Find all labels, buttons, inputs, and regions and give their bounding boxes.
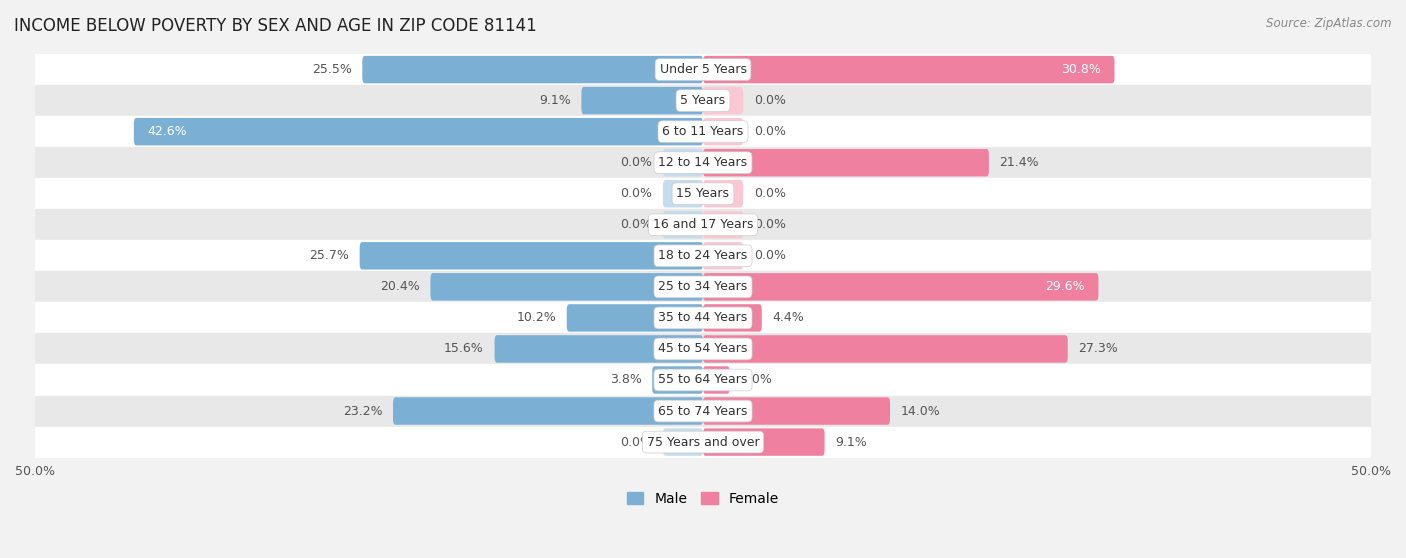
Text: 0.0%: 0.0% — [754, 125, 786, 138]
FancyBboxPatch shape — [703, 429, 824, 456]
Text: 5 Years: 5 Years — [681, 94, 725, 107]
FancyBboxPatch shape — [703, 335, 1067, 363]
Text: 0.0%: 0.0% — [620, 218, 652, 231]
Bar — [35, 271, 1371, 302]
Text: 27.3%: 27.3% — [1078, 343, 1118, 355]
Bar — [35, 54, 1371, 85]
Text: 30.8%: 30.8% — [1062, 63, 1101, 76]
Text: 15.6%: 15.6% — [444, 343, 484, 355]
Text: 0.0%: 0.0% — [620, 436, 652, 449]
Bar — [35, 240, 1371, 271]
FancyBboxPatch shape — [703, 149, 988, 176]
FancyBboxPatch shape — [652, 366, 703, 394]
FancyBboxPatch shape — [363, 56, 703, 83]
Text: 18 to 24 Years: 18 to 24 Years — [658, 249, 748, 262]
FancyBboxPatch shape — [495, 335, 703, 363]
Bar — [35, 209, 1371, 240]
Bar — [35, 85, 1371, 116]
Text: 42.6%: 42.6% — [148, 125, 187, 138]
FancyBboxPatch shape — [703, 87, 744, 114]
FancyBboxPatch shape — [582, 87, 703, 114]
FancyBboxPatch shape — [703, 242, 744, 270]
Text: INCOME BELOW POVERTY BY SEX AND AGE IN ZIP CODE 81141: INCOME BELOW POVERTY BY SEX AND AGE IN Z… — [14, 17, 537, 35]
Bar — [35, 334, 1371, 364]
FancyBboxPatch shape — [430, 273, 703, 301]
Text: 25 to 34 Years: 25 to 34 Years — [658, 280, 748, 294]
Bar — [35, 147, 1371, 178]
Text: Under 5 Years: Under 5 Years — [659, 63, 747, 76]
Text: 12 to 14 Years: 12 to 14 Years — [658, 156, 748, 169]
Text: 25.7%: 25.7% — [309, 249, 349, 262]
Text: 20.4%: 20.4% — [380, 280, 420, 294]
Text: 3.8%: 3.8% — [610, 373, 641, 387]
Text: 55 to 64 Years: 55 to 64 Years — [658, 373, 748, 387]
Text: 6 to 11 Years: 6 to 11 Years — [662, 125, 744, 138]
FancyBboxPatch shape — [662, 180, 703, 208]
Bar — [35, 364, 1371, 396]
Text: 4.4%: 4.4% — [772, 311, 804, 324]
FancyBboxPatch shape — [394, 397, 703, 425]
Bar — [35, 302, 1371, 334]
Text: 45 to 54 Years: 45 to 54 Years — [658, 343, 748, 355]
Text: 0.0%: 0.0% — [620, 187, 652, 200]
Text: 9.1%: 9.1% — [538, 94, 571, 107]
Legend: Male, Female: Male, Female — [621, 486, 785, 511]
Text: Source: ZipAtlas.com: Source: ZipAtlas.com — [1267, 17, 1392, 30]
FancyBboxPatch shape — [360, 242, 703, 270]
Text: 9.1%: 9.1% — [835, 436, 868, 449]
Text: 29.6%: 29.6% — [1046, 280, 1085, 294]
Text: 2.0%: 2.0% — [741, 373, 772, 387]
Text: 0.0%: 0.0% — [754, 94, 786, 107]
FancyBboxPatch shape — [662, 211, 703, 238]
FancyBboxPatch shape — [662, 429, 703, 456]
Text: 0.0%: 0.0% — [620, 156, 652, 169]
FancyBboxPatch shape — [703, 304, 762, 331]
Text: 0.0%: 0.0% — [754, 249, 786, 262]
Text: 0.0%: 0.0% — [754, 187, 786, 200]
Text: 35 to 44 Years: 35 to 44 Years — [658, 311, 748, 324]
Bar — [35, 178, 1371, 209]
FancyBboxPatch shape — [703, 366, 730, 394]
FancyBboxPatch shape — [703, 397, 890, 425]
Text: 10.2%: 10.2% — [516, 311, 555, 324]
Bar — [35, 116, 1371, 147]
Text: 75 Years and over: 75 Years and over — [647, 436, 759, 449]
Text: 16 and 17 Years: 16 and 17 Years — [652, 218, 754, 231]
Bar — [35, 396, 1371, 426]
Text: 14.0%: 14.0% — [901, 405, 941, 417]
FancyBboxPatch shape — [567, 304, 703, 331]
FancyBboxPatch shape — [703, 56, 1115, 83]
FancyBboxPatch shape — [703, 273, 1098, 301]
FancyBboxPatch shape — [703, 211, 744, 238]
FancyBboxPatch shape — [703, 180, 744, 208]
FancyBboxPatch shape — [134, 118, 703, 146]
Text: 65 to 74 Years: 65 to 74 Years — [658, 405, 748, 417]
Text: 25.5%: 25.5% — [312, 63, 352, 76]
Text: 23.2%: 23.2% — [343, 405, 382, 417]
Text: 21.4%: 21.4% — [1000, 156, 1039, 169]
Text: 0.0%: 0.0% — [754, 218, 786, 231]
Bar — [35, 426, 1371, 458]
FancyBboxPatch shape — [662, 149, 703, 176]
Text: 15 Years: 15 Years — [676, 187, 730, 200]
FancyBboxPatch shape — [703, 118, 744, 146]
